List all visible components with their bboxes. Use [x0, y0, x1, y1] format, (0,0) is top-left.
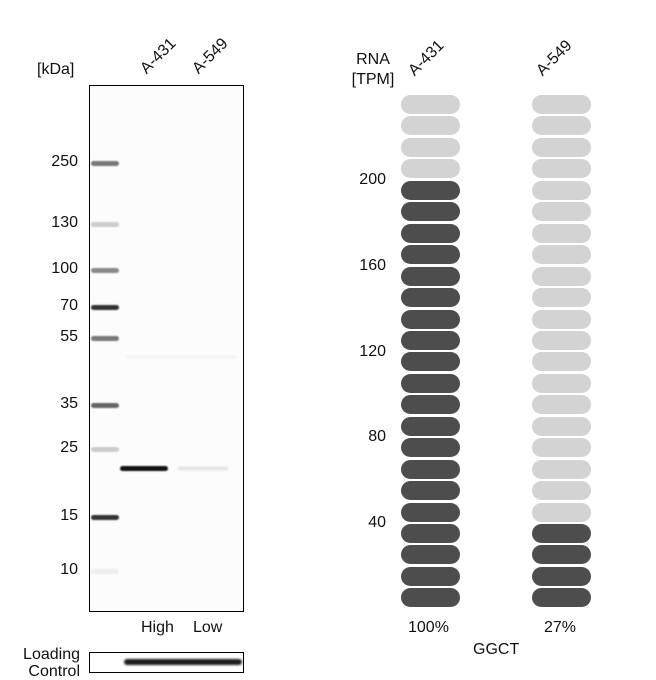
rna-lane-a431: A-431	[405, 37, 448, 80]
ladder-band	[91, 336, 119, 341]
rna-bar-segment	[532, 481, 591, 501]
percent-a549: 27%	[544, 619, 577, 636]
ladder-band	[91, 268, 119, 273]
ladder-band	[91, 515, 119, 520]
rna-bar-segment	[532, 202, 591, 222]
rna-bar-segment	[401, 481, 460, 501]
rna-bar-segment	[532, 545, 591, 565]
marker-label: 100	[51, 260, 78, 277]
marker-label: 35	[60, 395, 78, 412]
rna-y-tick: 200	[359, 171, 386, 188]
rna-bar-segment	[401, 266, 460, 286]
ladder-band	[91, 305, 119, 310]
rna-bar-segment	[401, 416, 460, 436]
lane-label-a549: A-549	[189, 35, 232, 78]
rna-bar-segment	[401, 159, 460, 179]
rna-bar-segment	[401, 438, 460, 458]
western-blot-image	[89, 85, 244, 612]
rna-bar-segment	[401, 395, 460, 415]
rna-bar-segment	[532, 223, 591, 243]
ladder-band	[91, 403, 119, 408]
marker-label: 250	[51, 153, 78, 170]
rna-bar-segment	[401, 245, 460, 265]
rna-y-tick: 80	[368, 428, 386, 446]
rna-bar-segment	[401, 95, 460, 114]
rna-bar-segment	[532, 116, 591, 136]
rna-bar-segment	[532, 373, 591, 393]
ladder-band	[91, 447, 119, 452]
rna-bar-segment	[532, 159, 591, 179]
rna-bar-segment	[401, 566, 460, 586]
loading-control-band	[124, 659, 242, 665]
rna-bar-segment	[401, 288, 460, 308]
rna-bar-segment	[532, 438, 591, 458]
rna-bar-segment	[532, 416, 591, 436]
rna-bar-segment	[532, 288, 591, 308]
rna-bar-segment	[401, 223, 460, 243]
rna-bar-segment	[532, 459, 591, 479]
rna-axis-label: RNA [TPM]	[351, 51, 395, 88]
rna-bar-segment	[401, 373, 460, 393]
rna-bar-segment	[401, 524, 460, 543]
rna-lane-a549: A-549	[533, 37, 576, 80]
lane-label-a431: A-431	[137, 35, 180, 78]
rna-bar-segment	[401, 137, 460, 157]
rna-y-tick: 120	[359, 342, 386, 360]
rna-bar-segment	[532, 566, 591, 586]
loading-control-label: Loading Control	[23, 646, 80, 680]
band-a431	[120, 466, 168, 471]
rna-bar-segment	[532, 352, 591, 372]
rna-bar-segment	[401, 180, 460, 200]
ladder-band	[91, 569, 119, 574]
rna-bar-segment	[401, 352, 460, 372]
rna-bar-segment	[532, 524, 591, 543]
rna-bar-segment	[532, 95, 591, 114]
rna-y-tick: 40	[368, 514, 386, 531]
rna-bar-segment	[532, 266, 591, 286]
rna-bar-segment	[401, 502, 460, 522]
expression-low: Low	[193, 619, 223, 636]
rna-bar-segment	[532, 502, 591, 522]
rna-bar-segment	[401, 545, 460, 565]
marker-label: 130	[51, 214, 78, 231]
ladder-band	[91, 161, 119, 166]
rna-bar-segment	[532, 245, 591, 265]
rna-bar-segment	[401, 116, 460, 136]
rna-bar-segment	[532, 588, 591, 608]
kda-label: [kDa]	[37, 61, 75, 78]
ladder-band	[91, 222, 119, 227]
rna-bar-segment	[532, 330, 591, 350]
faint-band	[126, 356, 236, 358]
marker-label: 10	[60, 561, 78, 578]
percent-a431: 100%	[408, 619, 449, 636]
loading-control-blot	[89, 652, 244, 673]
rna-bar-segment	[401, 202, 460, 222]
marker-label: 25	[60, 439, 78, 456]
gene-name: GGCT	[473, 641, 520, 658]
rna-bar-segment	[532, 395, 591, 415]
band-a549	[178, 467, 228, 470]
marker-label: 55	[60, 328, 78, 345]
marker-label: 15	[60, 507, 78, 524]
rna-bar-segment	[401, 459, 460, 479]
marker-label: 70	[60, 297, 78, 314]
rna-bar-segment	[532, 180, 591, 200]
rna-bar-segment	[532, 309, 591, 329]
expression-high: High	[141, 619, 174, 636]
rna-bar-segment	[401, 588, 460, 608]
rna-bar-segment	[401, 309, 460, 329]
rna-y-tick: 160	[359, 256, 386, 274]
rna-bar-segment	[401, 330, 460, 350]
rna-bar-segment	[532, 137, 591, 157]
